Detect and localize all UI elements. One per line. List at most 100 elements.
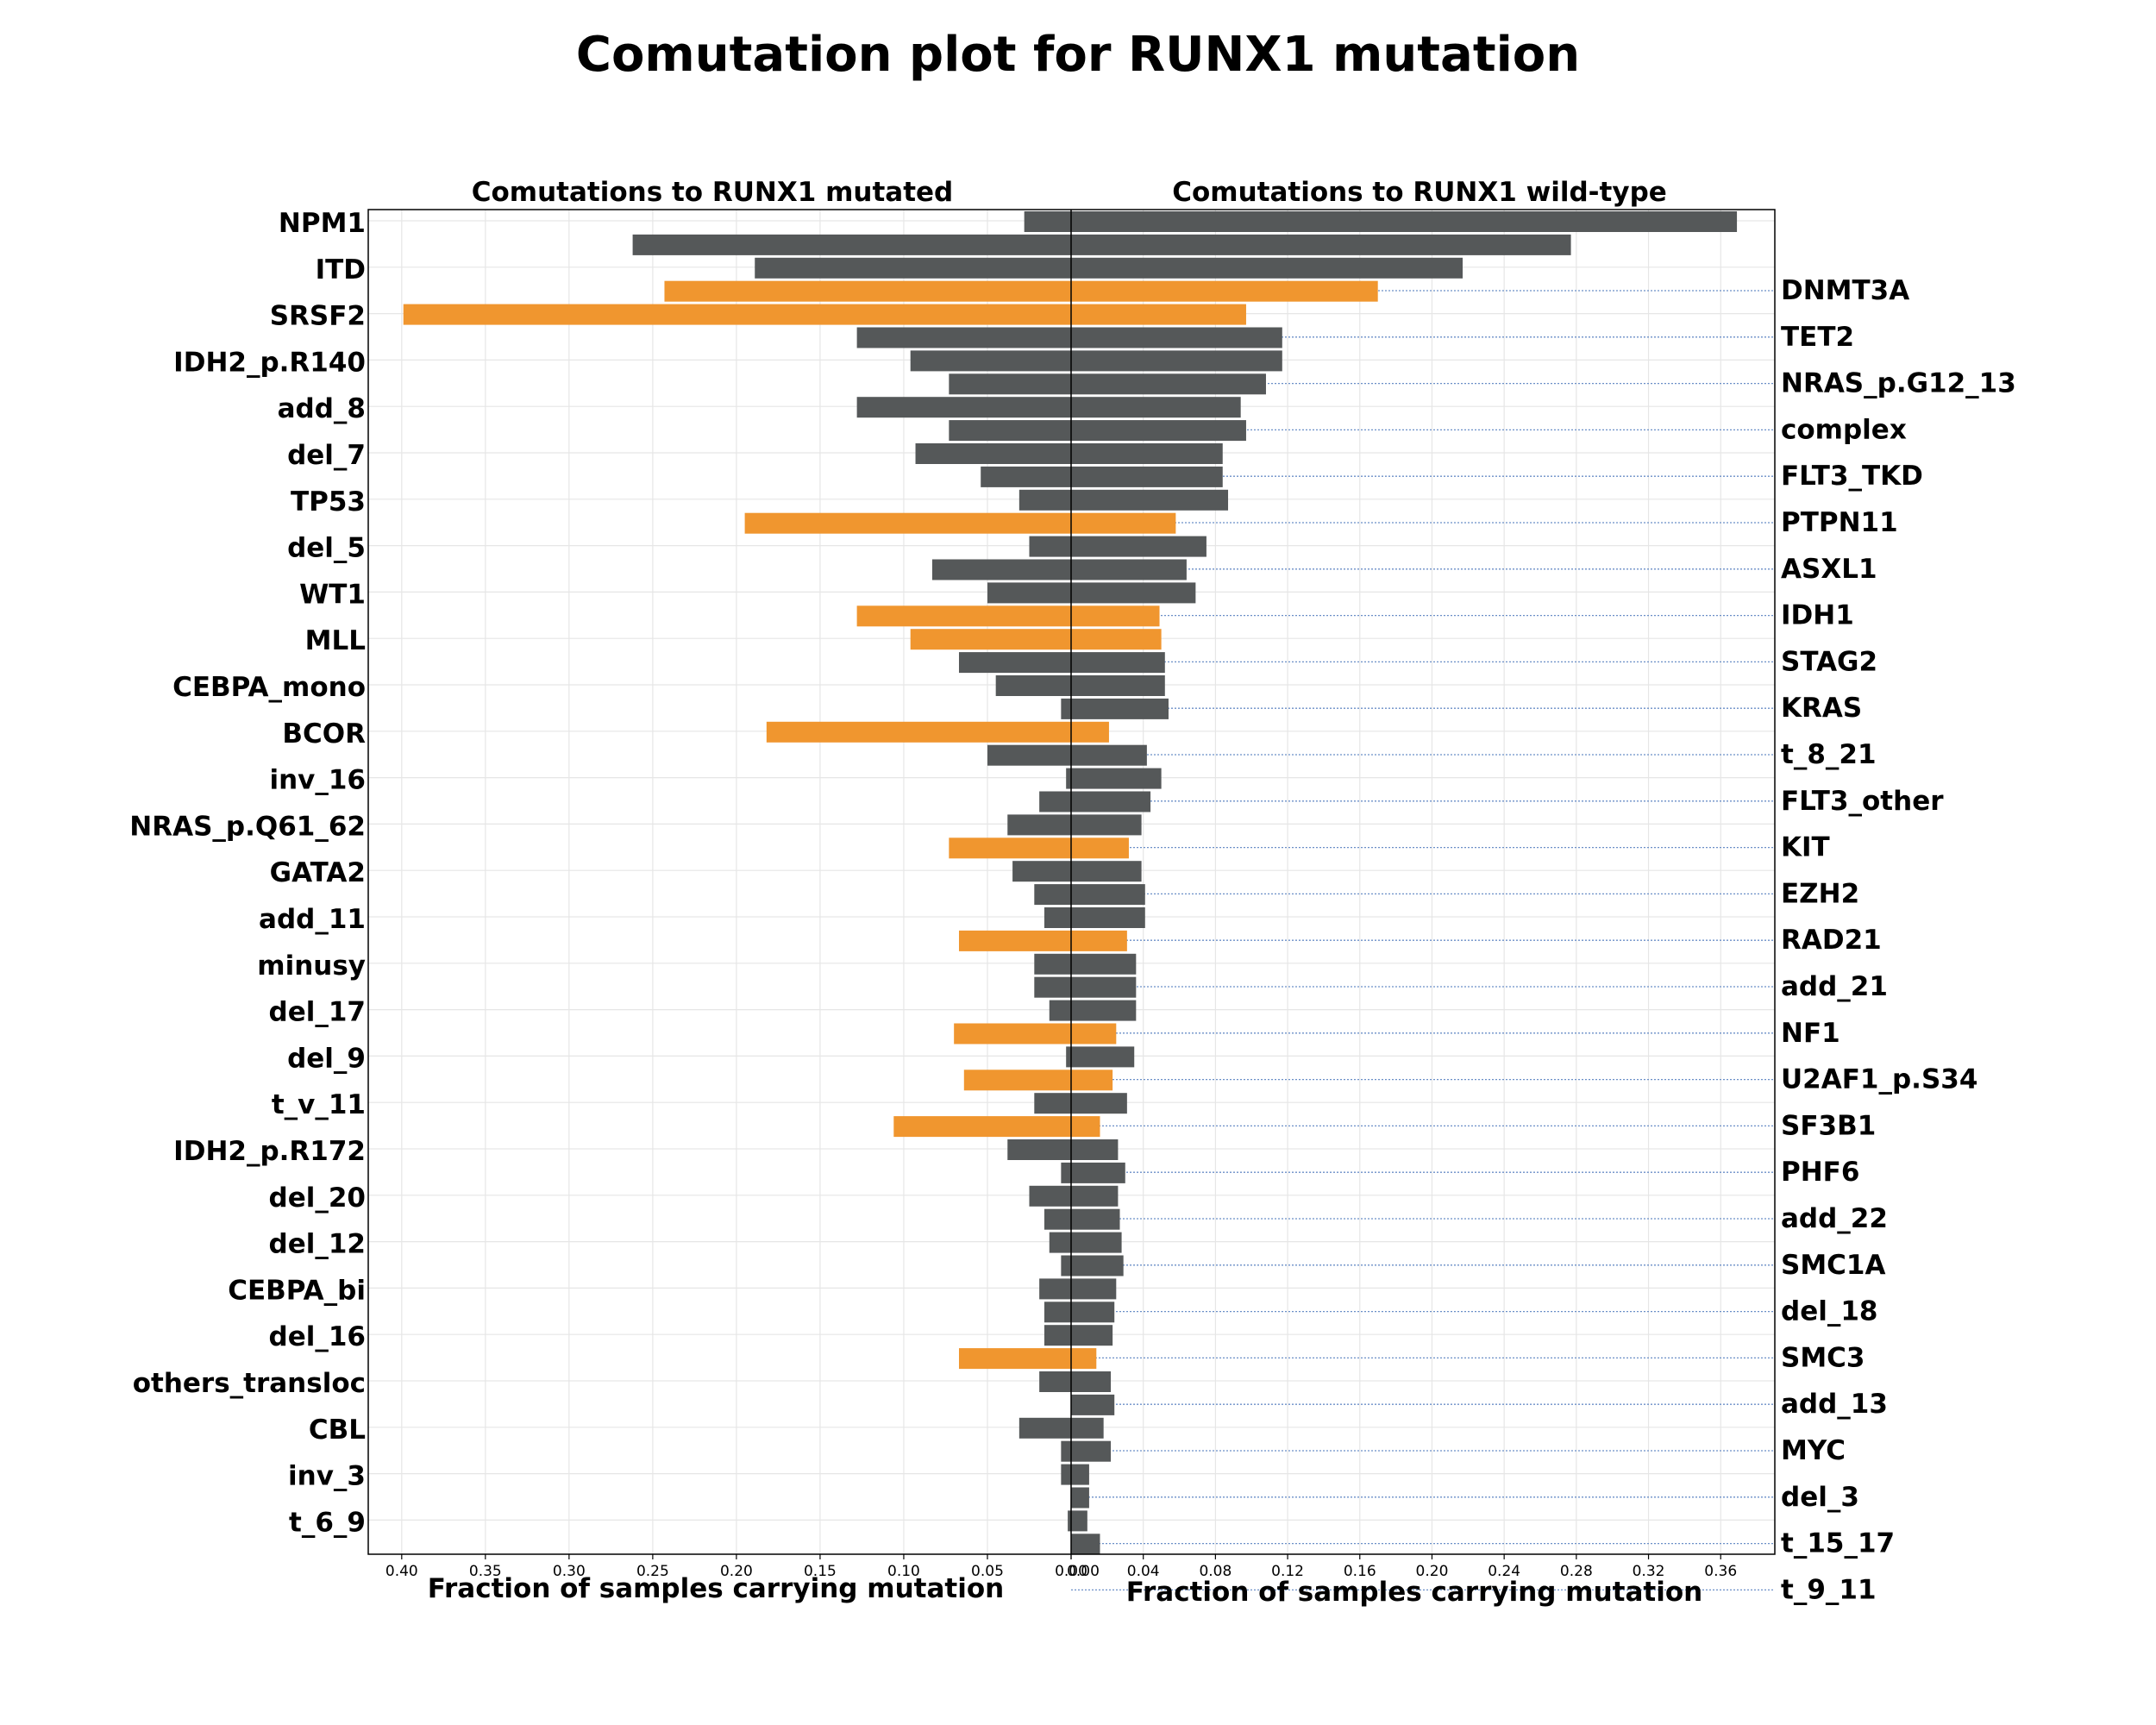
left-bar (987, 744, 1071, 766)
left-category-label: TP53 (291, 486, 366, 518)
right-bar (1071, 1417, 1104, 1439)
right-bar (1071, 1093, 1127, 1114)
left-bar (744, 512, 1071, 534)
right-category-label: KRAS (1781, 693, 1862, 724)
left-category-label: CEBPA_bi (228, 1275, 366, 1306)
right-x-axis-label: Fraction of samples carrying mutation (1126, 1577, 1702, 1608)
right-tick-label: 0.00 (1067, 1563, 1100, 1580)
right-bar (1071, 536, 1206, 557)
left-bar (931, 559, 1071, 580)
right-bar (1071, 861, 1142, 882)
left-bar (1049, 1000, 1071, 1021)
right-bar (1071, 1162, 1125, 1183)
right-category-label: U2AF1_p.S34 (1781, 1064, 1977, 1095)
right-bar (1071, 1534, 1100, 1555)
left-tick-label: 0.35 (469, 1563, 502, 1580)
left-category-label: IDH2_p.R172 (173, 1136, 366, 1167)
left-category-label: ITD (316, 254, 366, 285)
right-category-label: SMC3 (1781, 1342, 1865, 1373)
right-bar (1071, 257, 1463, 279)
right-bar (1071, 280, 1378, 302)
right-bar (1071, 559, 1187, 580)
left-bar (1018, 489, 1071, 511)
right-tick-label: 0.32 (1633, 1563, 1665, 1580)
right-category-label: FLT3_TKD (1781, 461, 1923, 492)
right-category-label: RAD21 (1781, 925, 1882, 956)
right-bar (1071, 907, 1145, 928)
left-category-label: del_12 (269, 1229, 366, 1260)
right-bar (1071, 1440, 1112, 1462)
left-bar-series (403, 211, 1071, 1532)
right-bar (1071, 791, 1151, 812)
right-tick-label: 0.04 (1127, 1563, 1160, 1580)
right-tick-label: 0.16 (1344, 1563, 1376, 1580)
left-bar (403, 304, 1071, 325)
right-tick-label: 0.12 (1271, 1563, 1304, 1580)
left-bar (1061, 1162, 1071, 1183)
left-category-label: NPM1 (279, 208, 366, 239)
left-bar (954, 1023, 1071, 1044)
right-tick-label: 0.28 (1560, 1563, 1593, 1580)
right-bar (1071, 1394, 1115, 1415)
left-category-label: inv_16 (269, 765, 366, 796)
right-category-label: FLT3_other (1781, 786, 1944, 817)
right-category-label: EZH2 (1781, 878, 1859, 909)
right-bar-series (1071, 211, 1738, 1555)
left-category-label: del_17 (269, 997, 366, 1028)
right-bar (1071, 304, 1246, 325)
left-bar (1061, 1464, 1071, 1485)
left-bar (1044, 1302, 1071, 1323)
right-bar (1071, 1371, 1112, 1392)
left-category-label: CEBPA_mono (172, 672, 366, 703)
left-bar (1029, 1185, 1071, 1207)
left-bar (856, 397, 1071, 418)
right-bar (1071, 1464, 1089, 1485)
left-bar (995, 675, 1071, 696)
right-bar (1071, 884, 1145, 906)
left-category-label: t_v_11 (272, 1089, 366, 1120)
left-bar (755, 257, 1071, 279)
right-category-label: del_3 (1781, 1482, 1859, 1513)
left-category-label: del_16 (269, 1321, 366, 1352)
left-bar (1039, 1278, 1071, 1300)
left-bar (1044, 1208, 1071, 1230)
left-bar (1044, 907, 1071, 928)
right-category-label: MYC (1781, 1435, 1846, 1466)
left-tick-label: 0.40 (385, 1563, 418, 1580)
left-category-label: CBL (309, 1414, 366, 1446)
right-bar (1071, 1510, 1087, 1532)
right-bar (1071, 698, 1169, 719)
right-category-label: NRAS_p.G12_13 (1781, 368, 2016, 399)
left-category-labels: NPM1 ITD SRSF2 IDH2_p.R140 add_8 del_7 TP53 del… (129, 208, 366, 1538)
left-bar (1034, 953, 1071, 975)
left-bar (632, 234, 1071, 255)
left-category-label: BCOR (282, 718, 366, 750)
right-bar (1071, 721, 1109, 743)
right-bar (1071, 1325, 1113, 1346)
left-bar (958, 1348, 1071, 1370)
right-bar (1071, 953, 1137, 975)
left-bar (1061, 1440, 1071, 1462)
right-category-label: t_15_17 (1781, 1528, 1895, 1559)
left-bar (1007, 814, 1071, 836)
right-bar (1071, 1046, 1135, 1068)
right-bar (1071, 1000, 1137, 1021)
right-bar (1071, 1232, 1122, 1253)
right-guide-lines (1071, 290, 1775, 1591)
left-category-label: inv_3 (288, 1461, 366, 1492)
right-category-label: IDH1 (1781, 600, 1854, 631)
left-bar (949, 373, 1071, 395)
left-bar (1007, 1139, 1071, 1160)
chart-title: Comutation plot for RUNX1 mutation (576, 27, 1580, 83)
left-bar (910, 350, 1071, 372)
left-bar (963, 1070, 1071, 1091)
right-bar (1071, 1302, 1115, 1323)
left-bar (910, 629, 1071, 650)
right-tick-label: 0.08 (1199, 1563, 1232, 1580)
left-bar (949, 837, 1071, 859)
left-category-label: add_11 (259, 904, 366, 935)
right-bar (1071, 1255, 1124, 1276)
right-bar (1071, 350, 1282, 372)
right-category-label: complex (1781, 414, 1907, 445)
right-bar (1071, 420, 1246, 442)
